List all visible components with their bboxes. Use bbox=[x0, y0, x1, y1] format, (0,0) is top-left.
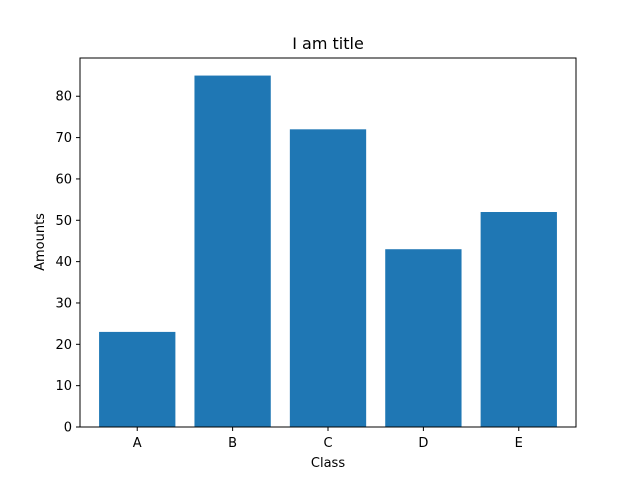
bar-B bbox=[194, 75, 271, 427]
x-tick-label: B bbox=[228, 436, 237, 451]
y-tick-label: 10 bbox=[55, 379, 72, 394]
x-tick-label: D bbox=[418, 436, 428, 451]
bars-layer bbox=[99, 75, 557, 427]
x-axis-label: Class bbox=[311, 456, 345, 471]
y-tick-label: 50 bbox=[55, 214, 72, 229]
bar-C bbox=[289, 129, 367, 427]
chart-title: I am title bbox=[292, 34, 364, 53]
y-axis-label: Amounts bbox=[33, 213, 48, 271]
bar-A bbox=[99, 331, 176, 427]
y-tick-label: 0 bbox=[64, 421, 72, 436]
y-tick-label: 60 bbox=[55, 172, 72, 187]
y-tick-label: 70 bbox=[55, 131, 72, 146]
y-tick-label: 20 bbox=[55, 338, 72, 353]
axes-frame bbox=[79, 57, 577, 428]
bar-D bbox=[385, 249, 462, 427]
x-tick-label: C bbox=[323, 436, 332, 451]
y-tick-label: 30 bbox=[55, 296, 72, 311]
x-tick-label: E bbox=[515, 436, 523, 451]
bar-E bbox=[480, 212, 557, 427]
ticks-layer: A B C D E 0 10 20 30 40 50 60 70 80 bbox=[55, 90, 522, 451]
x-tick-label: A bbox=[133, 436, 142, 451]
y-tick-label: 40 bbox=[55, 255, 72, 270]
y-tick-label: 80 bbox=[55, 90, 72, 105]
